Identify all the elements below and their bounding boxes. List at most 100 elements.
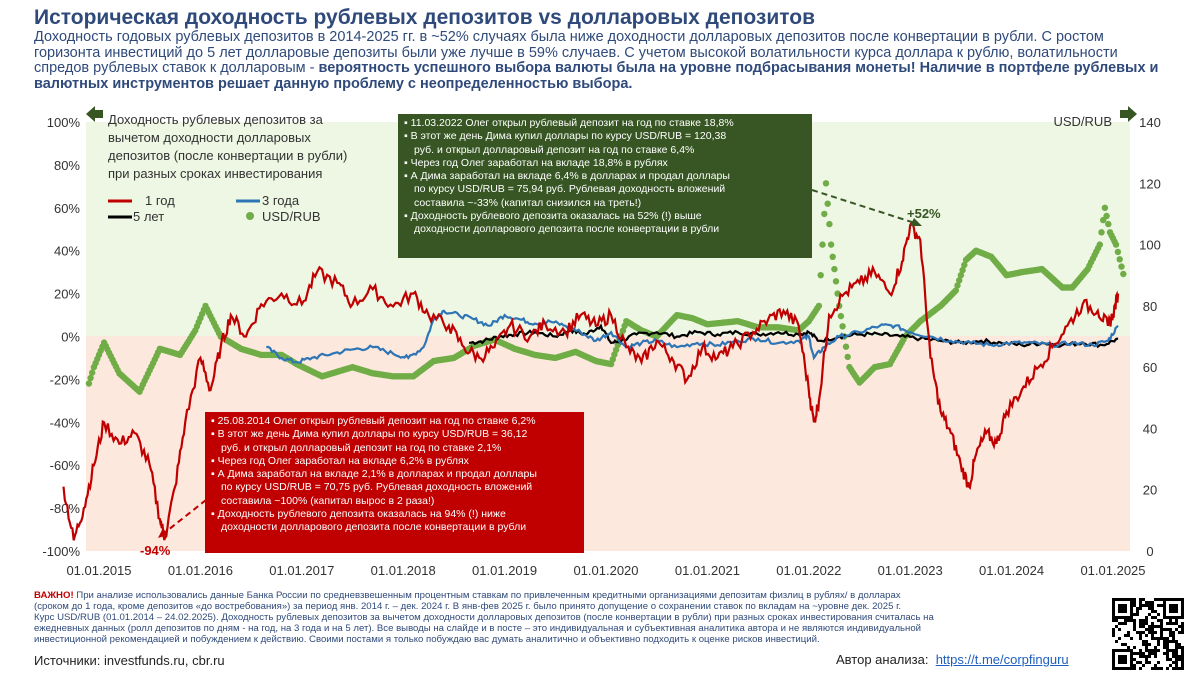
- usdrub-point: [831, 265, 838, 273]
- x-tick: 01.01.2025: [1080, 563, 1145, 578]
- y-left-tick: 40%: [54, 244, 80, 259]
- arrow-head-2022-icon: [910, 218, 922, 226]
- usdrub-point: [824, 200, 831, 207]
- annotation-line: ▪ В этот же день Дима купил доллары по к…: [404, 130, 727, 143]
- x-tick: 01.01.2019: [472, 563, 537, 578]
- annotation-line: ▪ Через год Олег заработал на вкладе 6,2…: [211, 454, 469, 467]
- usdrub-point: [827, 241, 835, 248]
- usdrub-point: [1118, 263, 1125, 270]
- arrow-2022-max: [811, 189, 919, 225]
- annotation-line: ▪ 25.08.2014 Олег открыл рублевый депози…: [211, 415, 536, 427]
- usdrub-point: [85, 380, 93, 387]
- legend-title-line: при разных сроках инвестирования: [108, 166, 322, 181]
- usdrub-point: [1105, 220, 1112, 228]
- legend-title-line: вычетом доходности долларовых: [108, 130, 311, 145]
- usdrub-point: [612, 346, 620, 353]
- author-label: Автор анализа:: [836, 652, 929, 667]
- usdrub-point: [1112, 241, 1120, 248]
- legend-label-3y: 3 года: [262, 193, 300, 208]
- y-left-tick: 20%: [54, 287, 80, 302]
- annotation-box-2022: ▪ 11.03.2022 Олег открыл рублевый депози…: [398, 114, 812, 258]
- max-label: +52%: [907, 206, 941, 221]
- x-tick: 01.01.2022: [776, 563, 841, 578]
- annotation-line: ▪ Через год Олег заработал на вкладе 18,…: [404, 156, 668, 169]
- usdrub-point: [826, 220, 833, 228]
- y-left-tick: 80%: [54, 158, 80, 173]
- footnote-line: (сроком до 1 года, кроме депозитов «до в…: [34, 601, 902, 612]
- usdrub-point: [1114, 248, 1122, 256]
- annotation-line: ▪ А Дима заработал на вкладе 2,1% в долл…: [211, 468, 537, 481]
- annotation-box-2014: ▪ 25.08.2014 Олег открыл рублевый депози…: [205, 412, 584, 553]
- author-link[interactable]: https://t.me/corpfinguru: [935, 652, 1069, 667]
- usdrub-point: [819, 241, 826, 248]
- right-axis-arrow-icon: [1120, 106, 1137, 122]
- annotation-line: по курсу USD/RUB = 75,94 руб. Рублевая д…: [414, 183, 726, 196]
- y-left-tick: -100%: [42, 544, 80, 559]
- usdrub-point: [1120, 270, 1127, 278]
- footnote-important: ВАЖНО!: [34, 590, 74, 601]
- annotation-line: руб. и открыл долларовый депозит на год …: [414, 143, 695, 156]
- y-right-tick: 120: [1139, 176, 1161, 191]
- y-left-tick: 60%: [54, 201, 80, 216]
- y-left-tick: 100%: [47, 115, 81, 130]
- x-tick: 01.01.2018: [371, 563, 436, 578]
- y-left-tick: 0%: [61, 330, 80, 345]
- x-tick: 01.01.2015: [66, 563, 131, 578]
- y-right-tick: 140: [1139, 115, 1161, 130]
- usdrub-point: [815, 302, 823, 310]
- y-left-tick: -80%: [50, 501, 81, 516]
- usdrub-point: [954, 282, 961, 289]
- y-left-tick: -40%: [50, 415, 81, 430]
- sources: Источники: investfunds.ru, cbr.ru: [34, 653, 225, 668]
- usdrub-point: [952, 287, 959, 294]
- footnote-line: При анализе использовались данные Банка …: [73, 590, 901, 601]
- x-tick: 01.01.2023: [878, 563, 943, 578]
- page-title: Историческая доходность рублевых депозит…: [34, 6, 815, 29]
- usdrub-point: [822, 180, 830, 187]
- usdrub-point: [1101, 204, 1109, 211]
- annotation-line: руб. и открыл долларовый депозит на год …: [221, 441, 502, 454]
- y-right-tick: 20: [1143, 483, 1157, 498]
- x-tick: 01.01.2017: [269, 563, 334, 578]
- usdrub-point: [821, 210, 828, 218]
- y-right-tick: 60: [1143, 360, 1157, 375]
- usdrub-point: [1103, 212, 1110, 220]
- y-right-tick: 40: [1143, 421, 1157, 436]
- x-tick: 01.01.2020: [573, 563, 638, 578]
- legend: Доходность рублевых депозитов за вычетом…: [108, 112, 347, 224]
- annotation-line: доходности долларового депозита после ко…: [221, 521, 527, 534]
- footnote: ВАЖНО! При анализе использовались данные…: [34, 590, 1094, 645]
- y-right-tick: 80: [1143, 299, 1157, 314]
- annotation-line: ▪ А Дима заработал на вкладе 6,4% в долл…: [404, 170, 730, 183]
- usdrub-point: [87, 374, 94, 382]
- usdrub-point: [1098, 229, 1105, 236]
- legend-title-line: Доходность рублевых депозитов за: [108, 112, 324, 127]
- arrow-2014-min: [162, 499, 207, 535]
- series-3y-line: [266, 309, 1119, 364]
- x-tick: 01.01.2021: [675, 563, 740, 578]
- annotation-line: ▪ В этот же день Дима купил доллары по к…: [211, 428, 528, 441]
- usdrub-point: [834, 290, 841, 297]
- usdrub-point: [1096, 241, 1104, 248]
- x-tick: 01.01.2016: [168, 563, 233, 578]
- usdrub-point: [619, 327, 627, 334]
- min-label: -94%: [140, 543, 171, 558]
- usdrub-point: [961, 261, 968, 269]
- y-right-tick: 100: [1139, 238, 1161, 253]
- series-1y-line: [62, 221, 1120, 541]
- footnote-line: инвестиционной рекомендацией и побуждени…: [34, 634, 820, 645]
- usdrub-point: [607, 360, 615, 368]
- usdrub-point: [89, 369, 96, 376]
- left-axis-arrow-icon: [86, 106, 103, 122]
- usdrub-point: [832, 278, 840, 285]
- legend-swatch-usdrub: [246, 212, 254, 220]
- qr-code-icon: [1112, 598, 1184, 670]
- legend-title-line: депозитов (после конвертации в рубли): [108, 148, 347, 163]
- annotation-line: ▪ 11.03.2022 Олег открыл рублевый депози…: [404, 117, 734, 129]
- usdrub-point: [1116, 256, 1123, 263]
- annotation-line: ▪ Доходность рублевого депозита оказалас…: [211, 508, 506, 521]
- usdrub-point: [837, 312, 845, 320]
- usdrub-point: [839, 323, 846, 330]
- usdrub-point: [956, 277, 963, 284]
- annotation-line: по курсу USD/RUB = 70,75 руб. Рублевая д…: [221, 481, 533, 494]
